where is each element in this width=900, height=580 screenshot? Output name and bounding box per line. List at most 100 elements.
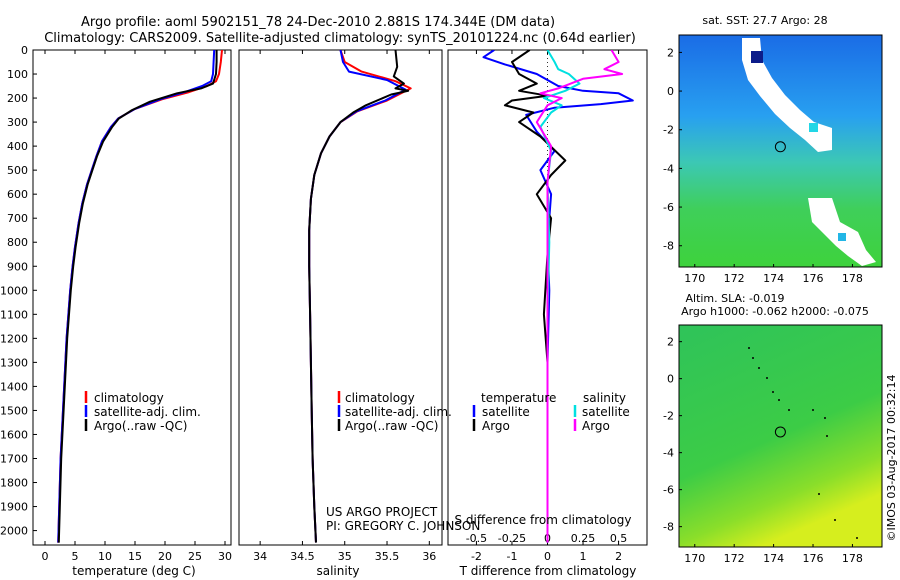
x-tick-label: 35.5 bbox=[375, 550, 400, 563]
x-tick-label: -2 bbox=[471, 550, 482, 563]
s-difference-axis-label: S difference from climatology bbox=[455, 513, 632, 527]
series-s-satellite bbox=[539, 50, 581, 543]
series-argo-raw-qc bbox=[57, 50, 218, 543]
header-line-2: Climatology: CARS2009. Satellite-adjuste… bbox=[44, 31, 636, 46]
y-tick-label: 1400 bbox=[0, 380, 28, 393]
x-tick-label: 0 bbox=[42, 550, 49, 563]
series-climatology bbox=[308, 50, 412, 543]
map-y-tick-label: 2 bbox=[667, 46, 674, 59]
temperature-panel-frame bbox=[32, 49, 232, 546]
y-tick-label: 1300 bbox=[0, 356, 28, 369]
map-y-tick-label: -6 bbox=[663, 484, 674, 497]
legend-label-t-satellite: satellite bbox=[482, 405, 530, 419]
salinity-axis-label: salinity bbox=[316, 564, 359, 578]
salinity-legend: climatology satellite-adj. clim. Argo(..… bbox=[337, 391, 452, 433]
series-satellite-adj-clim bbox=[57, 50, 216, 543]
map-y-tick-label: -4 bbox=[663, 447, 674, 460]
x-tick-label: 20 bbox=[158, 550, 172, 563]
x-tick-label: 10 bbox=[98, 550, 112, 563]
map-y-tick-label: -2 bbox=[663, 410, 674, 423]
y-tick-label: 1000 bbox=[0, 284, 28, 297]
y-tick-label: 700 bbox=[7, 212, 28, 225]
sla-map-subtitle: Argo h1000: -0.062 h2000: -0.075 bbox=[681, 305, 869, 318]
series-climatology bbox=[57, 50, 223, 543]
y-tick-label: 500 bbox=[7, 164, 28, 177]
map-x-tick-label: 174 bbox=[763, 552, 784, 565]
y-tick-label: 2000 bbox=[0, 525, 28, 538]
sst-cyan-pixel bbox=[809, 123, 818, 132]
y-tick-label: 1500 bbox=[0, 404, 28, 417]
map-y-tick-label: -6 bbox=[663, 201, 674, 214]
series-argo-raw-qc bbox=[308, 50, 410, 543]
y-tick-label: 400 bbox=[7, 140, 28, 153]
y-tick-label: 1200 bbox=[0, 332, 28, 345]
argo-location-marker bbox=[774, 141, 786, 153]
y-tick-label: 1800 bbox=[0, 477, 28, 490]
sst-map-title: sat. SST: 27.7 Argo: 28 bbox=[702, 14, 827, 27]
argo-location-marker bbox=[774, 426, 786, 438]
y-tick-label: 1600 bbox=[0, 428, 28, 441]
s-tick-label: 0.25 bbox=[571, 532, 596, 545]
series-s-argo bbox=[535, 50, 624, 543]
map-y-tick-label: -4 bbox=[663, 162, 674, 175]
map-x-tick-label: 170 bbox=[684, 552, 705, 565]
map-y-tick-label: -2 bbox=[663, 124, 674, 137]
y-tick-label: 1900 bbox=[0, 501, 28, 514]
x-tick-label: 5 bbox=[72, 550, 79, 563]
legend-label-s-satellite: satellite bbox=[582, 405, 630, 419]
t-difference-axis-label: T difference from climatology bbox=[459, 564, 637, 578]
legend-label-argo: Argo(..raw -QC) bbox=[345, 419, 438, 433]
map-x-tick-label: 176 bbox=[803, 552, 824, 565]
sla-field bbox=[679, 325, 882, 547]
legend-label-s-argo: Argo bbox=[582, 419, 610, 433]
map-x-tick-label: 176 bbox=[803, 272, 824, 285]
x-tick-label: 34 bbox=[253, 550, 267, 563]
y-tick-label: 1100 bbox=[0, 308, 28, 321]
legend-label-t-argo: Argo bbox=[482, 419, 510, 433]
sst-cyan-pixel-south bbox=[838, 233, 846, 241]
s-tick-label: 0.5 bbox=[610, 532, 628, 545]
map-x-tick-label: 172 bbox=[724, 272, 745, 285]
sst-map-frame bbox=[678, 34, 883, 268]
difference-legend: temperature salinity satellite Argo sate… bbox=[472, 391, 630, 433]
project-name: US ARGO PROJECT bbox=[326, 505, 438, 519]
map-x-tick-label: 170 bbox=[684, 272, 705, 285]
sst-cold-pixel bbox=[751, 51, 763, 63]
map-y-tick-label: 0 bbox=[667, 85, 674, 98]
map-x-tick-label: 178 bbox=[842, 552, 863, 565]
legend-label-satellite: satellite-adj. clim. bbox=[94, 405, 201, 419]
x-tick-label: 30 bbox=[218, 550, 232, 563]
sla-map: 170 172 174 176 178 2 0 -2 -4 -6 -8 bbox=[663, 324, 883, 565]
sst-map: 170 172 174 176 178 2 0 -2 -4 -6 -8 bbox=[663, 34, 883, 285]
sla-island-dots bbox=[748, 347, 858, 539]
x-tick-label: -1 bbox=[506, 550, 517, 563]
y-tick-label: 200 bbox=[7, 92, 28, 105]
map-y-tick-label: 2 bbox=[667, 336, 674, 349]
salinity-panel-frame bbox=[238, 49, 443, 546]
x-tick-label: 25 bbox=[188, 550, 202, 563]
map-x-tick-label: 172 bbox=[724, 552, 745, 565]
x-tick-label: 34.5 bbox=[290, 550, 315, 563]
y-tick-label: 0 bbox=[21, 44, 28, 57]
y-tick-label: 800 bbox=[7, 236, 28, 249]
map-x-tick-label: 178 bbox=[842, 272, 863, 285]
legend-title-salinity: salinity bbox=[583, 391, 626, 405]
x-tick-label: 35 bbox=[338, 550, 352, 563]
series-t-argo bbox=[503, 50, 567, 543]
project-pi: PI: GREGORY C. JOHNSON bbox=[326, 519, 480, 533]
series-t-satellite bbox=[482, 50, 634, 543]
temperature-axis-label: temperature (deg C) bbox=[72, 564, 195, 578]
legend-label-satellite: satellite-adj. clim. bbox=[345, 405, 452, 419]
imos-timestamp: ©IMOS 03-Aug-2017 00:32:14 bbox=[885, 375, 898, 542]
legend-label-argo: Argo(..raw -QC) bbox=[94, 419, 187, 433]
s-tick-label: -0.5 bbox=[466, 532, 487, 545]
legend-label-climatology: climatology bbox=[94, 391, 164, 405]
x-tick-label: 36 bbox=[422, 550, 436, 563]
map-y-tick-label: -8 bbox=[663, 521, 674, 534]
y-tick-label: 900 bbox=[7, 260, 28, 273]
y-tick-label: 1700 bbox=[0, 452, 28, 465]
y-tick-label: 300 bbox=[7, 116, 28, 129]
x-tick-label: 2 bbox=[615, 550, 622, 563]
sst-cloud-mask-south bbox=[808, 198, 876, 266]
